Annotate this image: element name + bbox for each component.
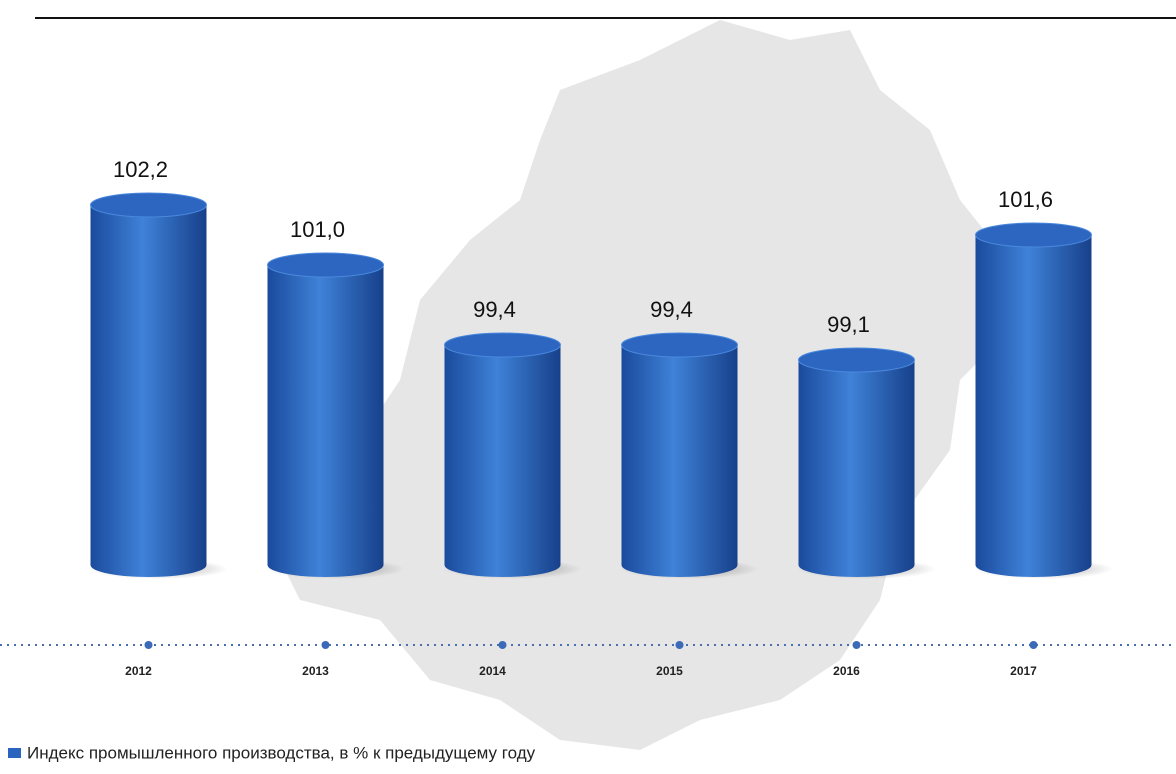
value-label: 99,4 — [650, 297, 693, 322]
value-label: 102,2 — [113, 157, 168, 182]
axis-dot — [1029, 641, 1038, 649]
bar — [621, 333, 738, 577]
axis-dot — [498, 641, 507, 649]
bar-top — [90, 192, 207, 218]
x-tick-label: 2012 — [125, 664, 152, 678]
x-tick-label: 2013 — [302, 664, 329, 678]
legend-swatch — [8, 748, 21, 758]
bar — [90, 193, 207, 577]
axis-dot — [321, 641, 330, 649]
bar-top — [444, 332, 561, 358]
bar — [444, 333, 561, 577]
value-label: 99,4 — [473, 297, 516, 322]
bar — [798, 348, 915, 577]
value-label: 101,6 — [998, 187, 1053, 212]
bar — [267, 253, 384, 577]
bar — [975, 223, 1092, 577]
value-label: 101,0 — [290, 217, 345, 242]
bar-top — [798, 347, 915, 373]
x-tick-label: 2017 — [1010, 664, 1037, 678]
x-tick-label: 2015 — [656, 664, 683, 678]
x-tick-label: 2014 — [479, 664, 506, 678]
bar-top — [621, 332, 738, 358]
value-label: 99,1 — [827, 312, 870, 337]
axis-dot — [144, 641, 153, 649]
axis-dot — [852, 641, 861, 649]
axis-dot — [675, 641, 684, 649]
bar-top — [267, 252, 384, 278]
legend-label: Индекс промышленного производства, в % к… — [27, 743, 536, 762]
bar-top — [975, 222, 1092, 248]
x-tick-label: 2016 — [833, 664, 860, 678]
